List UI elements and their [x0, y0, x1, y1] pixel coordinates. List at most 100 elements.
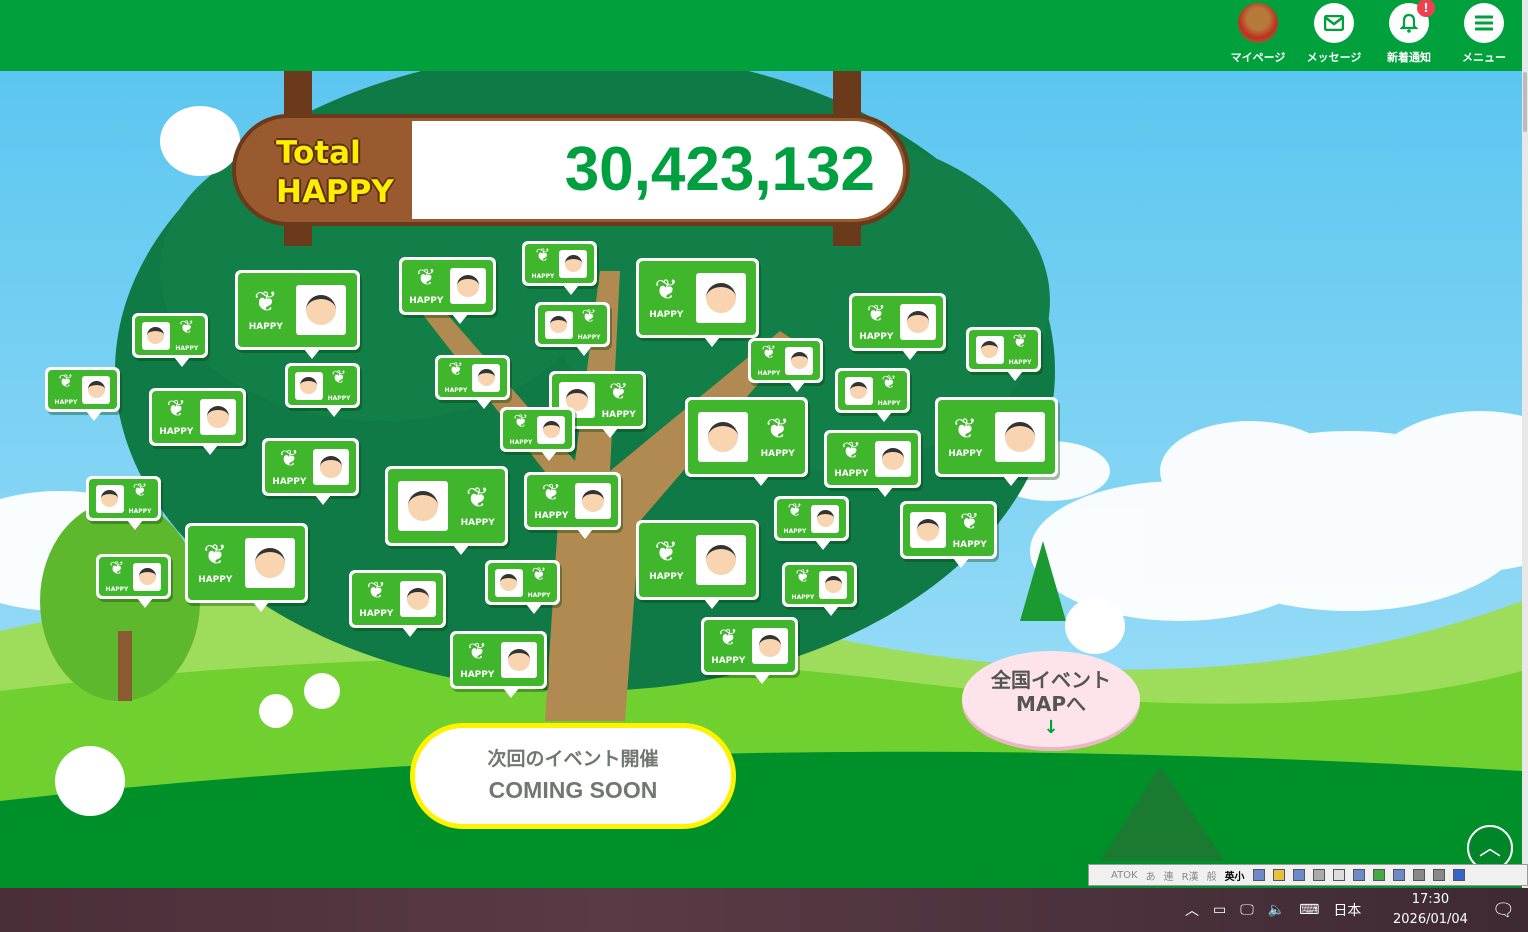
- happy-post-bubble[interactable]: ❦ HAPPY: [96, 554, 171, 608]
- tool-icon[interactable]: [1312, 869, 1325, 881]
- nav-messages[interactable]: メッセージ: [1299, 3, 1369, 65]
- ime-mode[interactable]: 般: [1206, 871, 1217, 883]
- user-avatar: [975, 335, 1004, 364]
- ime-active-mode[interactable]: 英小: [1224, 871, 1245, 883]
- happy-logo: ❦ HAPPY: [711, 624, 746, 666]
- happy-post-bubble[interactable]: ❦ HAPPY: [774, 496, 849, 550]
- tool-icon[interactable]: [1412, 869, 1425, 881]
- happy-logo: ❦ HAPPY: [409, 264, 444, 306]
- user-avatar: [695, 535, 746, 585]
- event-map-button[interactable]: 全国イベント MAPへ ↓: [962, 651, 1140, 747]
- ime-name[interactable]: ATOK: [1111, 869, 1138, 881]
- leaf-heart-icon: ❦: [718, 624, 738, 651]
- battery-icon[interactable]: ▭: [1213, 902, 1227, 918]
- user-avatar: [695, 273, 746, 323]
- leaf-heart-icon: ❦: [841, 437, 861, 464]
- pen-icon[interactable]: [1292, 869, 1305, 881]
- happy-post-bubble[interactable]: ❦ HAPPY: [285, 363, 360, 417]
- next-event-button[interactable]: 次回のイベント開催 COMING SOON: [410, 723, 736, 829]
- clock[interactable]: 17:30 2026/01/04: [1393, 892, 1468, 927]
- happy-post-bubble[interactable]: ❦ HAPPY: [636, 258, 759, 347]
- happy-post-bubble[interactable]: ❦ HAPPY: [262, 438, 359, 505]
- happy-post-bubble[interactable]: ❦ HAPPY: [485, 560, 560, 614]
- happy-post-bubble[interactable]: ❦ HAPPY: [435, 355, 510, 409]
- user-avatar: [574, 483, 611, 519]
- leaf-heart-icon: ❦: [416, 264, 436, 291]
- happy-post-bubble[interactable]: ❦ HAPPY: [535, 302, 610, 356]
- nav-notifications[interactable]: ! 新着通知: [1374, 0, 1444, 65]
- happy-post-bubble[interactable]: ❦ HAPPY: [149, 388, 246, 455]
- happy-post-bubble[interactable]: ❦ HAPPY: [185, 523, 308, 612]
- leaf-heart-icon: ❦: [960, 508, 980, 535]
- happy-post-bubble[interactable]: ❦ HAPPY: [235, 270, 360, 359]
- user-avatar: [811, 504, 840, 533]
- leaf-heart-icon: ❦: [467, 638, 487, 665]
- happy-post-bubble[interactable]: ❦ HAPPY: [935, 397, 1058, 486]
- happy-post-bubble[interactable]: ❦ HAPPY: [45, 367, 120, 421]
- chevron-up-icon[interactable]: ︿: [1185, 903, 1199, 919]
- happy-post-bubble[interactable]: ❦ HAPPY: [849, 293, 946, 360]
- happy-post-bubble[interactable]: ❦ HAPPY: [966, 327, 1041, 381]
- happy-post-bubble[interactable]: ❦ HAPPY: [349, 570, 446, 637]
- notification-center-icon[interactable]: 🗨: [1492, 899, 1515, 921]
- happy-logo: ❦ HAPPY: [534, 479, 569, 521]
- keyboard-icon[interactable]: ⌨: [1299, 902, 1320, 918]
- user-avatar: [82, 375, 111, 404]
- leaf-heart-icon: ❦: [279, 445, 299, 472]
- happy-post-bubble[interactable]: ❦ HAPPY: [835, 368, 910, 422]
- happy-post-bubble[interactable]: ❦ HAPPY: [500, 407, 575, 461]
- happy-logo: ❦ HAPPY: [272, 445, 307, 487]
- leaf-heart-icon: ❦: [953, 412, 978, 445]
- tool-icon[interactable]: [1372, 869, 1385, 881]
- happy-post-bubble[interactable]: ❦ HAPPY: [132, 313, 208, 367]
- happy-logo: ❦ HAPPY: [859, 300, 894, 342]
- happy-logo: ❦ HAPPY: [460, 481, 495, 528]
- volume-icon[interactable]: 🔈: [1267, 902, 1286, 918]
- happy-post-bubble[interactable]: ❦ HAPPY: [636, 520, 759, 609]
- happy-post-bubble[interactable]: ❦ HAPPY: [685, 397, 808, 486]
- happy-logo: ❦ HAPPY: [509, 410, 533, 446]
- nav-mypage[interactable]: マイページ: [1223, 3, 1293, 65]
- tool-icon[interactable]: [1392, 869, 1405, 881]
- network-icon[interactable]: 🖵: [1240, 902, 1254, 918]
- ime-mode[interactable]: 連: [1163, 871, 1174, 883]
- tool-icon[interactable]: [1432, 869, 1445, 881]
- happy-tree-scene: Total HAPPY 30,423,132 ❦ HAPPY ❦ HAPPY ❦ HAPPY…: [0, 71, 1522, 888]
- user-avatar: [537, 415, 566, 444]
- happy-post-bubble[interactable]: ❦ HAPPY: [524, 472, 621, 539]
- edit-icon[interactable]: [1272, 869, 1285, 881]
- happy-post-bubble[interactable]: ❦ HAPPY: [900, 501, 997, 568]
- happy-post-bubble[interactable]: ❦ HAPPY: [385, 466, 508, 555]
- calendar-icon[interactable]: [1332, 869, 1345, 881]
- leaf-heart-icon: ❦: [795, 565, 811, 587]
- happy-post-bubble[interactable]: ❦ HAPPY: [450, 631, 547, 698]
- tool-icon[interactable]: [1352, 869, 1365, 881]
- happy-post-bubble[interactable]: ❦ HAPPY: [399, 257, 496, 324]
- happy-logo: ❦ HAPPY: [159, 395, 194, 437]
- leaf-heart-icon: ❦: [761, 341, 777, 363]
- ime-mode[interactable]: R漢: [1181, 871, 1199, 883]
- user-avatar: [141, 321, 170, 350]
- happy-post-bubble[interactable]: ❦ HAPPY: [522, 241, 597, 295]
- happy-post-bubble[interactable]: ❦ HAPPY: [748, 338, 823, 392]
- map-button-line1: 全国イベント: [991, 668, 1111, 692]
- tool-icon[interactable]: [1252, 869, 1265, 881]
- page-scrollbar[interactable]: [1522, 0, 1528, 888]
- user-avatar: [785, 346, 814, 375]
- leaf-heart-icon: ❦: [465, 481, 490, 514]
- windows-taskbar: ︿ ▭ 🖵 🔈 ⌨ 日本 17:30 2026/01/04 🗨: [0, 888, 1528, 932]
- happy-post-bubble[interactable]: ❦ HAPPY: [824, 430, 921, 497]
- happy-logo: ❦ HAPPY: [952, 508, 987, 550]
- nav-menu[interactable]: メニュー: [1449, 3, 1519, 65]
- happy-post-bubble[interactable]: ❦ HAPPY: [86, 476, 161, 530]
- happy-post-bubble[interactable]: ❦ HAPPY: [701, 617, 798, 684]
- leaf-heart-icon: ❦: [535, 244, 551, 266]
- leaf-heart-icon: ❦: [531, 563, 547, 585]
- ime-mode[interactable]: あ: [1145, 871, 1156, 883]
- user-avatar: [472, 363, 501, 392]
- happy-post-bubble[interactable]: ❦ HAPPY: [782, 562, 857, 616]
- happy-logo: ❦ HAPPY: [834, 437, 869, 479]
- happy-logo: ❦ HAPPY: [757, 341, 781, 377]
- ime-indicator[interactable]: 日本: [1333, 903, 1362, 919]
- help-icon[interactable]: [1452, 869, 1465, 881]
